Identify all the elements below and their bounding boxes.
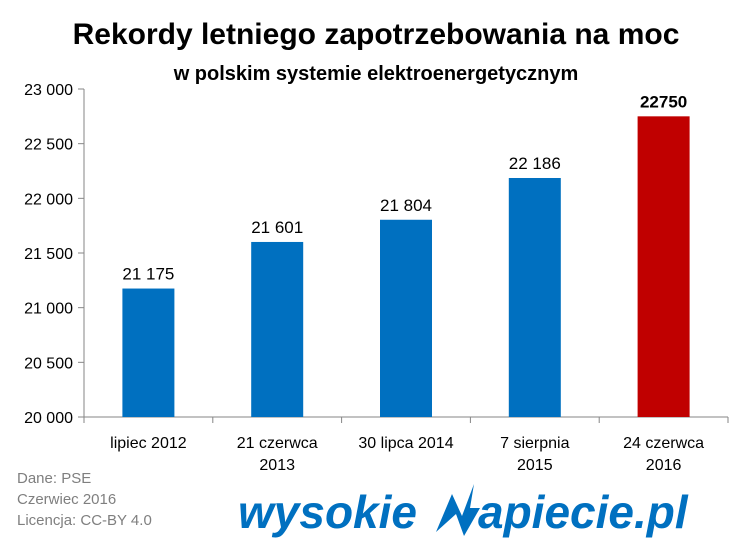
data-label: 21 804 bbox=[380, 196, 432, 215]
y-tick-label: 20 500 bbox=[24, 355, 73, 372]
data-label: 21 601 bbox=[251, 218, 303, 237]
bar bbox=[380, 219, 432, 417]
data-label: 21 175 bbox=[122, 265, 174, 284]
bar bbox=[122, 288, 175, 417]
credits-license: Licencja: CC-BY 4.0 bbox=[17, 512, 152, 529]
x-tick-label: 7 sierpnia bbox=[500, 435, 569, 452]
y-tick-label: 22 000 bbox=[24, 191, 73, 208]
x-tick-label: 2013 bbox=[259, 457, 295, 474]
logo-right-text: apiecie.pl bbox=[478, 486, 689, 538]
credits-source: Dane: PSE bbox=[17, 470, 92, 487]
bar bbox=[251, 241, 304, 417]
site-logo: wysokie apiecie.pl bbox=[238, 484, 689, 538]
y-tick-label: 20 000 bbox=[24, 410, 73, 427]
lightning-bolt-icon bbox=[436, 484, 480, 536]
y-tick-label: 22 500 bbox=[24, 137, 73, 154]
x-tick-label: 2016 bbox=[646, 457, 682, 474]
chart-subtitle: w polskim systemie elektroenergetycznym bbox=[173, 63, 579, 85]
x-tick-label: 24 czerwca bbox=[623, 435, 704, 452]
bar bbox=[508, 177, 561, 417]
bar bbox=[637, 116, 690, 417]
x-tick-label: 30 lipca 2014 bbox=[358, 435, 453, 452]
y-tick-label: 23 000 bbox=[24, 82, 73, 99]
data-label: 22750 bbox=[640, 92, 687, 111]
data-label: 22 186 bbox=[509, 154, 561, 173]
x-tick-label: 2015 bbox=[517, 457, 553, 474]
credits-date: Czerwiec 2016 bbox=[17, 491, 117, 508]
x-tick-label: lipiec 2012 bbox=[110, 435, 187, 452]
x-tick-label: 21 czerwca bbox=[237, 435, 318, 452]
credits: Dane: PSE Czerwiec 2016 Licencja: CC-BY … bbox=[17, 468, 152, 531]
y-tick-label: 21 500 bbox=[24, 246, 73, 263]
chart-title: Rekordy letniego zapotrzebowania na moc bbox=[73, 18, 680, 51]
y-tick-label: 21 000 bbox=[24, 301, 73, 318]
logo-left-text: wysokie bbox=[238, 486, 417, 538]
